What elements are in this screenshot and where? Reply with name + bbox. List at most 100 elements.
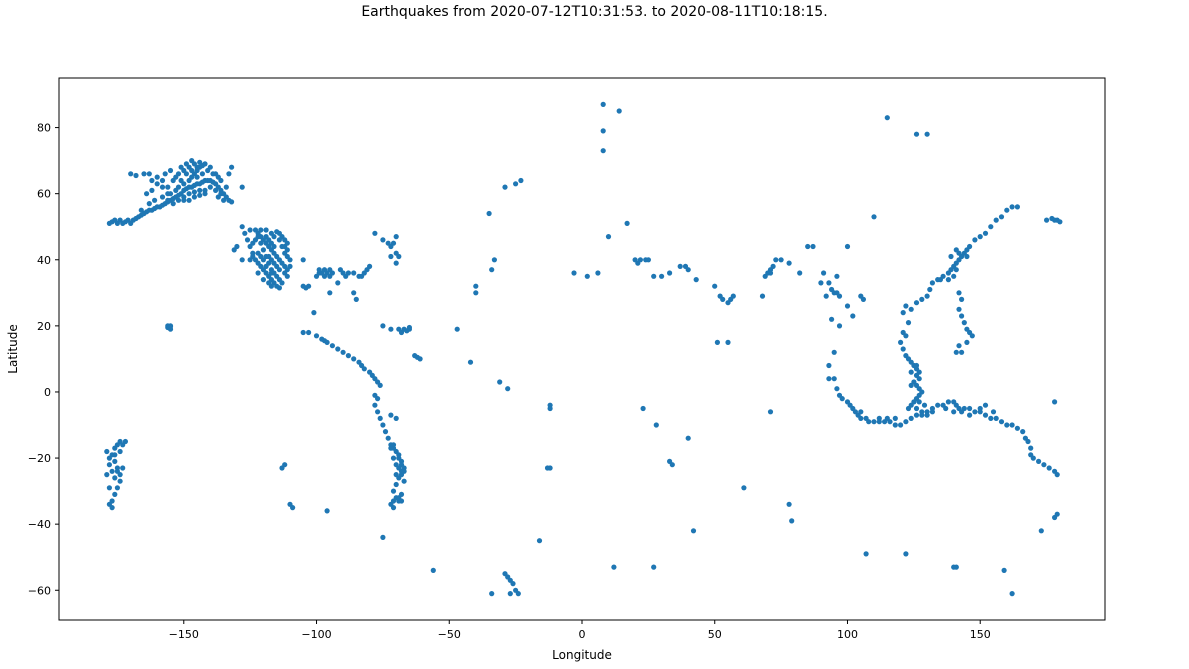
data-point — [953, 247, 959, 253]
data-point — [993, 415, 999, 421]
data-point — [398, 468, 405, 474]
data-point — [189, 158, 195, 164]
data-point — [836, 323, 843, 329]
data-point — [730, 293, 736, 299]
data-point — [263, 234, 269, 240]
x-axis-label: Longitude — [552, 648, 612, 662]
data-point — [1009, 204, 1015, 210]
data-point — [892, 415, 898, 421]
data-point — [693, 277, 699, 283]
data-point — [1004, 207, 1010, 213]
data-point — [382, 429, 389, 435]
data-point — [351, 356, 357, 362]
data-point — [114, 485, 120, 491]
data-point — [600, 148, 606, 154]
data-point — [181, 197, 187, 203]
data-point — [951, 409, 957, 415]
data-point — [831, 376, 837, 382]
data-point — [935, 402, 941, 408]
data-point — [486, 210, 492, 217]
data-point — [959, 296, 965, 302]
data-point — [159, 194, 166, 200]
data-point — [919, 296, 925, 302]
data-point — [146, 201, 152, 207]
x-tick-label: −100 — [301, 628, 331, 641]
data-point — [876, 415, 882, 421]
data-point — [300, 329, 306, 336]
data-point — [544, 465, 551, 471]
data-point — [165, 191, 171, 197]
data-point — [345, 353, 351, 359]
data-point — [829, 316, 835, 322]
data-point — [154, 181, 160, 187]
data-point — [571, 270, 577, 276]
data-point — [858, 293, 864, 299]
data-point — [244, 237, 251, 243]
data-point — [903, 419, 909, 425]
data-point — [1049, 215, 1055, 222]
data-point — [967, 243, 973, 250]
data-point — [321, 267, 328, 273]
data-point — [884, 415, 890, 421]
y-tick-label: 0 — [44, 386, 51, 399]
data-point — [967, 405, 973, 412]
data-point — [1052, 399, 1058, 405]
data-point — [924, 293, 930, 299]
data-point — [953, 564, 959, 570]
y-ticks: −60 −40 −20 0 20 40 60 80 — [28, 122, 59, 597]
data-point — [491, 257, 497, 263]
data-point — [821, 270, 827, 276]
data-point — [977, 234, 983, 240]
data-point — [268, 283, 274, 289]
data-point — [831, 349, 837, 355]
data-point — [393, 234, 399, 240]
x-tick-label: 0 — [579, 628, 586, 641]
data-point — [826, 376, 832, 382]
data-point — [913, 412, 920, 418]
y-tick-label: 80 — [37, 122, 51, 135]
data-point — [109, 505, 115, 511]
data-point — [762, 273, 768, 279]
data-point — [175, 197, 182, 203]
data-point — [961, 320, 967, 326]
data-point — [953, 267, 959, 273]
data-point — [112, 475, 118, 481]
data-point — [152, 197, 158, 203]
data-point — [964, 253, 970, 260]
data-point — [1009, 422, 1015, 428]
data-point — [300, 257, 306, 263]
y-tick-label: 20 — [37, 320, 51, 333]
data-point — [898, 339, 904, 345]
data-point — [337, 267, 343, 273]
data-point — [159, 177, 166, 184]
data-point — [858, 415, 864, 421]
data-point — [144, 191, 150, 197]
data-point — [393, 472, 399, 478]
data-point — [194, 174, 200, 180]
data-point — [210, 171, 216, 177]
data-point — [178, 177, 184, 184]
data-point — [908, 369, 914, 375]
data-point — [375, 396, 381, 402]
data-point — [467, 359, 474, 365]
data-point — [507, 591, 513, 597]
data-point — [937, 277, 944, 283]
data-point — [990, 409, 997, 415]
data-point — [388, 243, 394, 250]
data-point — [913, 300, 920, 306]
data-point — [778, 257, 784, 263]
data-point — [659, 273, 665, 279]
data-point — [162, 171, 168, 177]
data-point — [905, 320, 912, 326]
y-tick-label: 60 — [37, 188, 51, 201]
data-point — [390, 455, 397, 461]
data-point — [982, 230, 989, 236]
data-point — [345, 270, 351, 276]
data-point — [839, 396, 845, 402]
data-point — [653, 422, 659, 428]
data-point — [372, 402, 378, 408]
data-point — [390, 505, 397, 511]
data-point — [324, 508, 330, 514]
data-point — [948, 253, 954, 260]
